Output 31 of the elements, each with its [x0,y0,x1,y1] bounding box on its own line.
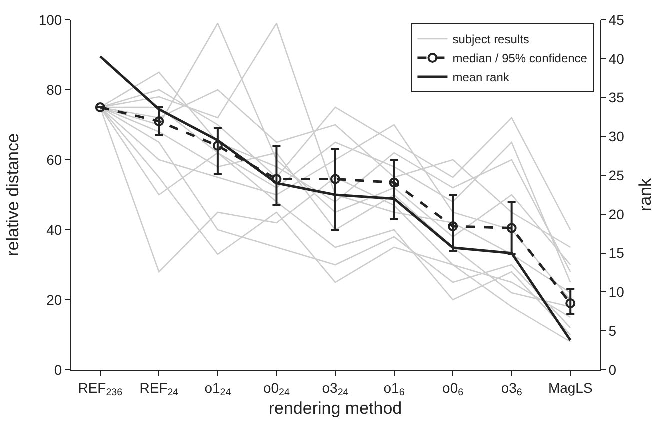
x-tick-label: o0$_{6}$ [442,380,464,399]
x-tick-label: o0$_{24}$ [263,380,291,399]
y2-tick-label: 20 [608,206,625,222]
x-tick-label: MagLS [548,380,593,396]
x-tick-label: REF$_{24}$ [140,380,180,399]
y2-axis-title: rank [636,178,655,212]
x-tick-label: o3$_{24}$ [322,380,350,399]
x-tick-label: o1$_{24}$ [204,380,232,399]
x-tick-label: REF$_{236}$ [78,380,124,399]
x-axis-title: rendering method [268,399,402,418]
y-tick-label: 60 [46,152,62,168]
y2-tick-label: 40 [608,50,625,67]
y-tick-label: 0 [54,362,62,378]
legend-label: median / 95% confidence [452,52,588,66]
x-tick-label: o1$_{6}$ [384,380,406,399]
y2-tick-label: 5 [608,323,617,340]
y-tick-label: 20 [46,292,62,308]
y2-tick-label: 45 [608,12,625,28]
y2-tick-label: 35 [608,90,625,106]
y-tick-label: 100 [38,12,62,28]
y-axis-title: relative distance [3,134,22,256]
y-tick-label: 40 [46,222,62,238]
legend-label: mean rank [452,70,510,85]
y2-tick-label: 25 [608,167,625,184]
y2-tick-label: 0 [608,362,617,378]
legend-label: subject results [452,32,530,47]
y-tick-label: 80 [46,82,62,98]
y2-tick-label: 30 [608,128,625,145]
y2-tick-label: 15 [608,245,625,262]
x-tick-label: o3$_{6}$ [501,380,523,399]
y2-tick-label: 10 [608,284,625,300]
